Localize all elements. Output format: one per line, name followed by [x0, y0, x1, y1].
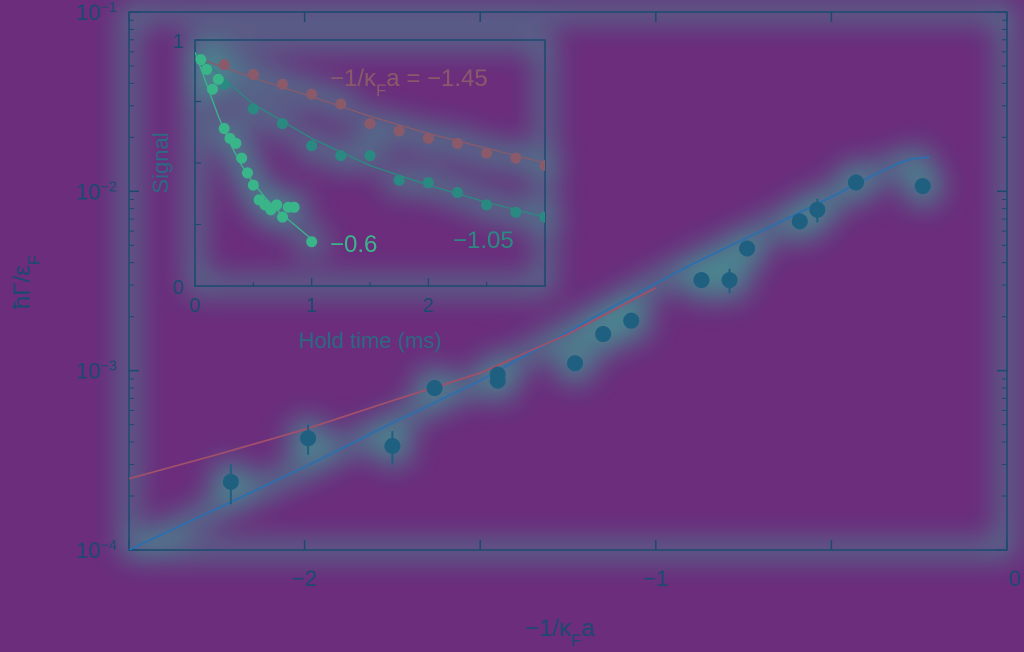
inset-x-tick-label: 0	[189, 295, 200, 317]
inset-data-point	[393, 125, 405, 137]
inset-data-point	[306, 88, 318, 100]
inset-data-point	[247, 179, 259, 191]
inset-label-series-1: −1/κFa = −1.45	[330, 65, 488, 100]
inset-data-point	[510, 206, 522, 218]
data-point	[847, 174, 864, 191]
inset-y-tick-label: 0	[173, 277, 184, 299]
main-curves	[129, 156, 930, 550]
data-point	[595, 326, 612, 343]
y-tick-label: 10−4	[76, 538, 117, 563]
inset-data-point	[247, 103, 259, 115]
data-point	[567, 355, 584, 372]
data-point	[489, 372, 506, 389]
inset-label-series-2: −1.05	[453, 227, 514, 254]
inset-data-point	[306, 236, 318, 248]
x-tick-label: −1	[643, 566, 668, 591]
inset-data-point	[236, 152, 248, 164]
data-point	[426, 380, 443, 397]
inset-data-point	[422, 132, 434, 144]
inset-data-point	[288, 201, 300, 213]
data-point	[739, 240, 756, 257]
data-point	[791, 213, 808, 230]
inset-label-series-3: −0.6	[330, 231, 377, 258]
data-point	[623, 312, 640, 329]
inset-data-point	[452, 187, 463, 199]
inset-data-point	[364, 150, 376, 162]
inset-data-point	[481, 147, 493, 159]
inset-data-point	[212, 73, 224, 85]
x-tick-label: −2	[292, 566, 317, 591]
data-point	[721, 272, 738, 289]
inset-data-point	[335, 98, 347, 110]
inset-data-point	[335, 150, 347, 162]
labels: 10−1 10−2 10−3 10−4 −2 −1 0 −1/κFa ħΓ/εF 0 1 2 0 1 Hol…	[9, 0, 1021, 650]
inset-data-point	[230, 137, 242, 149]
inset-data-point	[422, 177, 434, 189]
inset-data-point	[277, 78, 288, 90]
inset-y-tick-label: 1	[173, 31, 184, 53]
x-axis-title: −1/κFa	[525, 615, 595, 650]
inset-x-tick-label: 1	[306, 295, 317, 317]
inset-data-point	[242, 167, 253, 179]
main-axes-frame	[128, 11, 1008, 551]
y-tick-label: 10−3	[76, 359, 117, 384]
inset-data-point	[452, 137, 463, 149]
inset-data-point	[247, 68, 259, 80]
inset-x-tick-label: 2	[423, 295, 434, 317]
data-point	[693, 272, 710, 289]
data-point	[300, 430, 317, 447]
inset-data-point	[510, 152, 522, 164]
theory-curve-red	[129, 286, 657, 480]
inset-data-point	[539, 159, 545, 171]
inset-data-point	[364, 118, 376, 130]
inset-data-point	[218, 59, 230, 71]
main-plot	[128, 11, 1008, 551]
inset-data-point	[277, 118, 288, 130]
inset-x-axis-title: Hold time (ms)	[298, 328, 441, 353]
y-tick-label: 10−1	[76, 0, 117, 25]
inset-data-point	[207, 83, 218, 95]
data-point	[222, 473, 239, 490]
data-point	[384, 438, 401, 455]
inset-data-point	[277, 211, 288, 223]
data-point	[809, 201, 826, 218]
inset-data-point	[218, 123, 230, 135]
inset-data-point	[393, 174, 405, 186]
inset-plot	[194, 39, 546, 287]
inset-series	[195, 51, 545, 248]
inset-y-axis-title: Signal	[148, 132, 173, 193]
inset-data-point	[481, 199, 493, 211]
y-tick-label: 10−2	[76, 179, 117, 204]
inset-data-point	[306, 140, 318, 152]
theory-curve-blue	[129, 156, 930, 550]
y-axis-title: ħΓ/εF	[9, 255, 44, 309]
inset-data-point	[271, 199, 283, 211]
inset-data-point	[539, 211, 545, 223]
inset-data-point	[195, 54, 207, 66]
data-point	[914, 178, 931, 195]
x-tick-label: 0	[1009, 566, 1021, 591]
inset-data-point	[201, 64, 213, 76]
glow-layer	[122, 5, 1014, 559]
